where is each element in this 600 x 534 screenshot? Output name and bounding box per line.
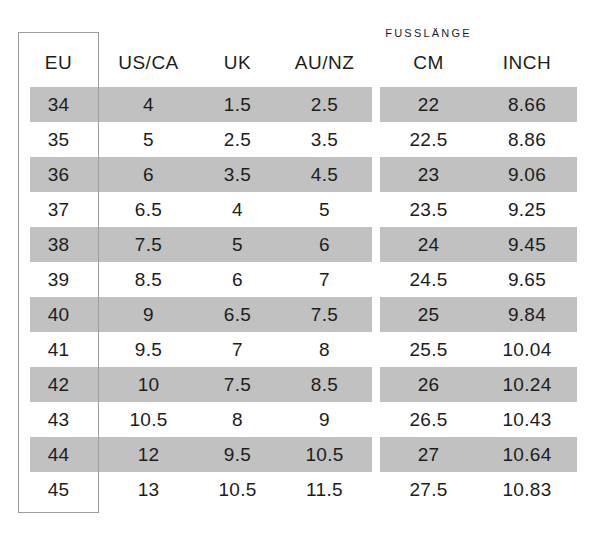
cell-uk: 5 bbox=[198, 227, 277, 262]
cell-us-ca: 9.5 bbox=[99, 332, 198, 367]
cell-au-nz: 7 bbox=[277, 262, 372, 297]
table-row: 419.57825.510.04 bbox=[0, 332, 600, 367]
table-body: 3441.52.5228.663552.53.522.58.863663.54.… bbox=[0, 87, 600, 507]
header-au-nz: AU/NZ bbox=[277, 45, 372, 80]
table-row: 3663.54.5239.06 bbox=[0, 157, 600, 192]
cell-inch: 10.83 bbox=[477, 472, 577, 507]
cell-us-ca: 9 bbox=[99, 297, 198, 332]
cell-eu: 37 bbox=[18, 192, 99, 227]
cell-cm: 25.5 bbox=[380, 332, 477, 367]
cell-inch: 10.24 bbox=[477, 367, 577, 402]
cell-cm: 24.5 bbox=[380, 262, 477, 297]
cell-inch: 9.65 bbox=[477, 262, 577, 297]
cell-cm: 25 bbox=[380, 297, 477, 332]
table-row: 3441.52.5228.66 bbox=[0, 87, 600, 122]
cell-us-ca: 4 bbox=[99, 87, 198, 122]
cell-cm: 24 bbox=[380, 227, 477, 262]
cell-inch: 8.86 bbox=[477, 122, 577, 157]
cell-eu: 35 bbox=[18, 122, 99, 157]
cell-au-nz: 6 bbox=[277, 227, 372, 262]
cell-eu: 44 bbox=[18, 437, 99, 472]
cell-inch: 10.43 bbox=[477, 402, 577, 437]
cell-cm: 23.5 bbox=[380, 192, 477, 227]
cell-au-nz: 11.5 bbox=[277, 472, 372, 507]
cell-eu: 34 bbox=[18, 87, 99, 122]
cell-eu: 36 bbox=[18, 157, 99, 192]
cell-au-nz: 3.5 bbox=[277, 122, 372, 157]
cell-uk: 3.5 bbox=[198, 157, 277, 192]
cell-uk: 4 bbox=[198, 192, 277, 227]
cell-au-nz: 8 bbox=[277, 332, 372, 367]
cell-eu: 45 bbox=[18, 472, 99, 507]
cell-au-nz: 2.5 bbox=[277, 87, 372, 122]
cell-eu: 40 bbox=[18, 297, 99, 332]
cell-us-ca: 12 bbox=[99, 437, 198, 472]
header-us-ca: US/CA bbox=[99, 45, 198, 80]
cell-us-ca: 6 bbox=[99, 157, 198, 192]
table-row: 44129.510.52710.64 bbox=[0, 437, 600, 472]
cell-au-nz: 8.5 bbox=[277, 367, 372, 402]
cell-us-ca: 7.5 bbox=[99, 227, 198, 262]
cell-eu: 43 bbox=[18, 402, 99, 437]
cell-au-nz: 9 bbox=[277, 402, 372, 437]
cell-eu: 39 bbox=[18, 262, 99, 297]
cell-inch: 9.06 bbox=[477, 157, 577, 192]
cell-us-ca: 10 bbox=[99, 367, 198, 402]
table-row: 4096.57.5259.84 bbox=[0, 297, 600, 332]
table-row: 3552.53.522.58.86 bbox=[0, 122, 600, 157]
table-row: 42107.58.52610.24 bbox=[0, 367, 600, 402]
cell-cm: 23 bbox=[380, 157, 477, 192]
cell-cm: 22 bbox=[380, 87, 477, 122]
cell-uk: 10.5 bbox=[198, 472, 277, 507]
table-row: 4310.58926.510.43 bbox=[0, 402, 600, 437]
cell-eu: 41 bbox=[18, 332, 99, 367]
table-row: 398.56724.59.65 bbox=[0, 262, 600, 297]
header-inch: INCH bbox=[477, 45, 577, 80]
cell-uk: 6 bbox=[198, 262, 277, 297]
table-row: 376.54523.59.25 bbox=[0, 192, 600, 227]
cell-us-ca: 6.5 bbox=[99, 192, 198, 227]
cell-inch: 8.66 bbox=[477, 87, 577, 122]
cell-inch: 10.04 bbox=[477, 332, 577, 367]
cell-us-ca: 5 bbox=[99, 122, 198, 157]
cell-us-ca: 13 bbox=[99, 472, 198, 507]
cell-cm: 22.5 bbox=[380, 122, 477, 157]
header-right-block: CM INCH bbox=[380, 45, 577, 80]
cell-cm: 26 bbox=[380, 367, 477, 402]
cell-uk: 8 bbox=[198, 402, 277, 437]
cell-uk: 7 bbox=[198, 332, 277, 367]
header-uk: UK bbox=[198, 45, 277, 80]
cell-inch: 9.45 bbox=[477, 227, 577, 262]
cell-uk: 9.5 bbox=[198, 437, 277, 472]
cell-uk: 6.5 bbox=[198, 297, 277, 332]
cell-inch: 9.84 bbox=[477, 297, 577, 332]
cell-uk: 1.5 bbox=[198, 87, 277, 122]
table-row: 387.556249.45 bbox=[0, 227, 600, 262]
cell-cm: 27 bbox=[380, 437, 477, 472]
cell-eu: 38 bbox=[18, 227, 99, 262]
cell-uk: 2.5 bbox=[198, 122, 277, 157]
foot-length-label: FUSSLÄNGE bbox=[368, 27, 489, 39]
header-left-block: EU US/CA UK AU/NZ bbox=[18, 45, 372, 80]
size-conversion-chart: FUSSLÄNGE EU US/CA UK AU/NZ CM INCH 3441… bbox=[0, 0, 600, 534]
cell-us-ca: 10.5 bbox=[99, 402, 198, 437]
cell-au-nz: 7.5 bbox=[277, 297, 372, 332]
table-header-row: EU US/CA UK AU/NZ CM INCH bbox=[0, 45, 600, 80]
cell-cm: 27.5 bbox=[380, 472, 477, 507]
header-eu: EU bbox=[18, 45, 99, 80]
cell-us-ca: 8.5 bbox=[99, 262, 198, 297]
cell-inch: 10.64 bbox=[477, 437, 577, 472]
cell-au-nz: 4.5 bbox=[277, 157, 372, 192]
cell-cm: 26.5 bbox=[380, 402, 477, 437]
cell-au-nz: 5 bbox=[277, 192, 372, 227]
header-cm: CM bbox=[380, 45, 477, 80]
cell-uk: 7.5 bbox=[198, 367, 277, 402]
cell-inch: 9.25 bbox=[477, 192, 577, 227]
cell-eu: 42 bbox=[18, 367, 99, 402]
table-row: 451310.511.527.510.83 bbox=[0, 472, 600, 507]
cell-au-nz: 10.5 bbox=[277, 437, 372, 472]
